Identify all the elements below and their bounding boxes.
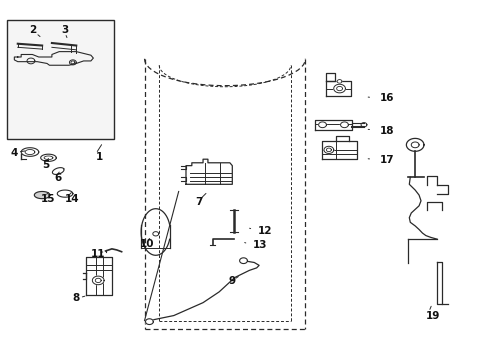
Polygon shape [92,276,104,285]
Polygon shape [21,148,39,156]
Polygon shape [52,168,64,175]
Text: 15: 15 [41,194,55,204]
Polygon shape [340,122,347,128]
Text: 10: 10 [140,239,154,249]
Text: 16: 16 [379,93,394,103]
Text: 19: 19 [425,311,439,320]
Text: 11: 11 [91,248,105,258]
Text: 5: 5 [42,160,49,170]
Text: 14: 14 [65,194,80,204]
Polygon shape [145,319,153,324]
Text: 17: 17 [379,155,394,165]
Text: 9: 9 [228,276,236,286]
Text: 2: 2 [29,25,36,35]
Polygon shape [239,258,247,264]
Polygon shape [34,192,50,199]
Bar [6,21,114,139]
Text: 7: 7 [194,197,202,207]
Polygon shape [318,122,326,128]
Text: 8: 8 [73,293,80,303]
Text: 12: 12 [258,226,272,236]
Polygon shape [324,146,333,153]
Text: 3: 3 [61,25,69,35]
Text: 13: 13 [253,240,267,250]
Polygon shape [41,154,56,161]
Polygon shape [333,84,345,93]
Text: 1: 1 [96,152,103,162]
Polygon shape [336,80,341,83]
Text: 18: 18 [379,126,394,135]
Text: 6: 6 [54,173,61,183]
Polygon shape [57,190,73,197]
Text: 4: 4 [10,148,18,158]
